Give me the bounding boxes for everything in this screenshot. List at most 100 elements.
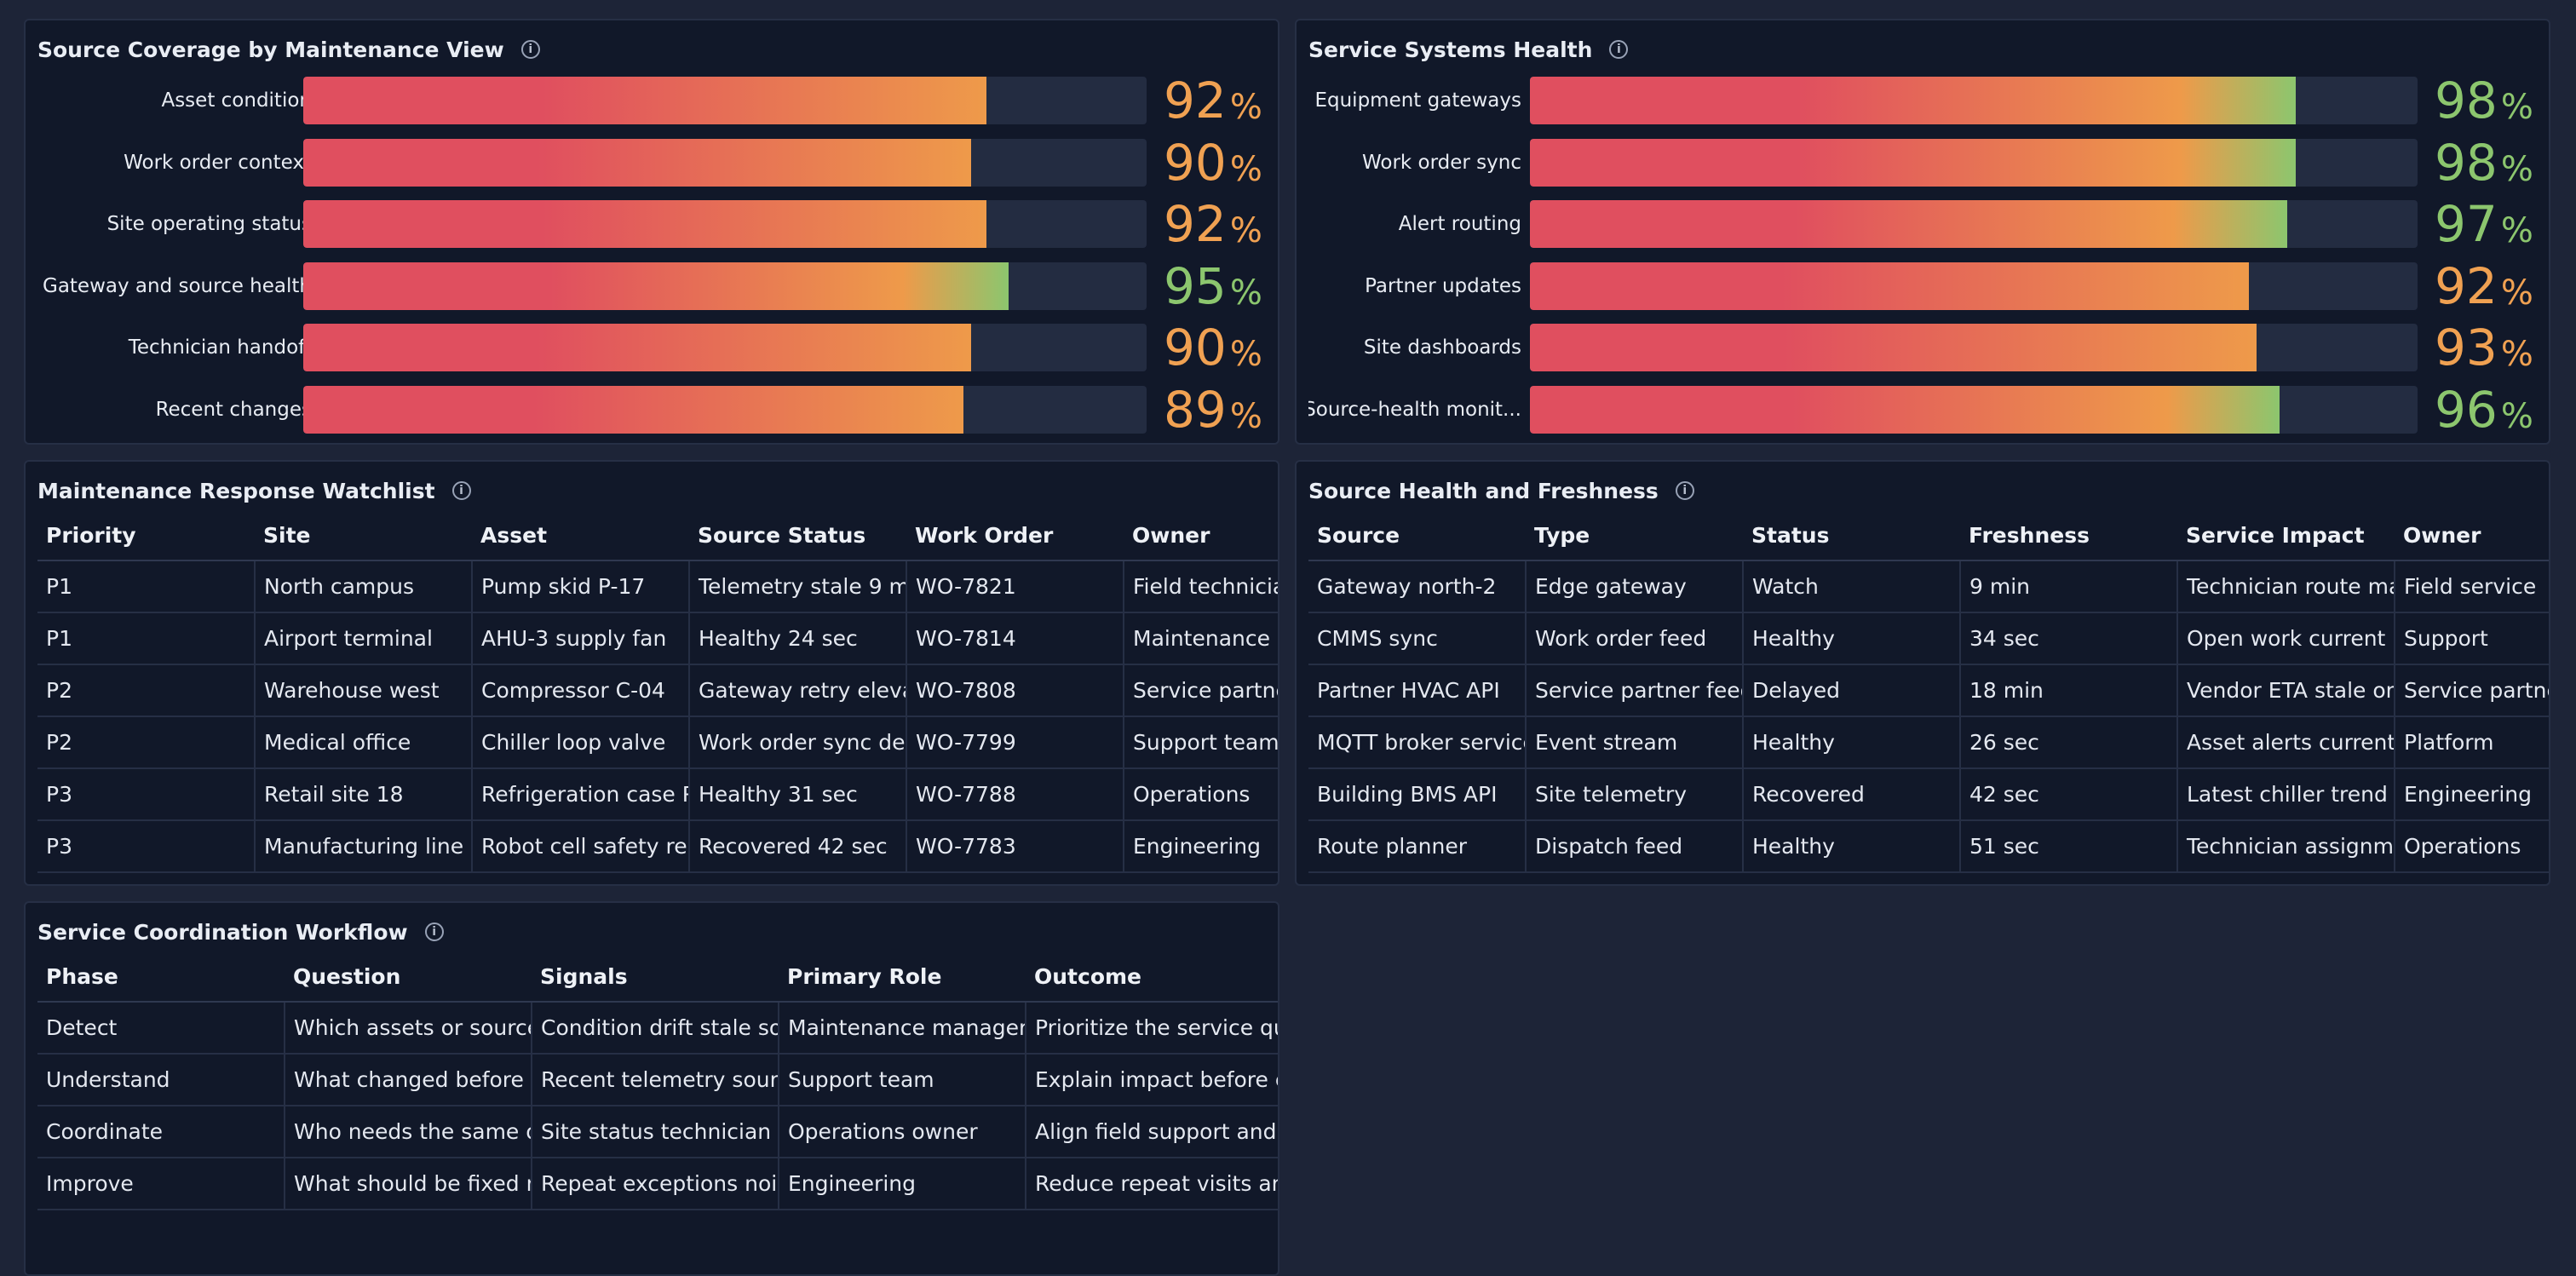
gauge-fill-bar bbox=[303, 138, 972, 187]
table-row[interactable]: Detect Which assets or sources Condition d… bbox=[37, 1002, 1278, 1055]
column-header[interactable]: Status bbox=[1743, 511, 1960, 561]
gauge-value-number: 98 bbox=[2435, 72, 2498, 129]
column-header[interactable]: Site bbox=[255, 511, 472, 561]
gauge-track bbox=[1530, 262, 2418, 310]
table-row[interactable]: Coordinate Who needs the same op Site stat… bbox=[37, 1106, 1278, 1158]
table-row[interactable]: Building BMS API Site telemetry Recovered 4… bbox=[1308, 768, 2549, 821]
table-cell: Support bbox=[2395, 612, 2549, 665]
table-cell: Gateway retry elevated bbox=[689, 664, 907, 717]
table-header-row: Priority Site Asset Source Status Work Order… bbox=[37, 511, 1278, 561]
table-cell: Field service bbox=[2395, 560, 2549, 613]
workflow-title-text: Service Coordination Workflow bbox=[37, 919, 408, 945]
table-cell: Dispatch feed bbox=[1526, 820, 1744, 873]
table-cell: 51 sec bbox=[1960, 820, 2178, 873]
table-row[interactable]: MQTT broker service Event stream Healthy 26… bbox=[1308, 716, 2549, 769]
column-header[interactable]: Owner bbox=[2395, 511, 2549, 561]
gauge-label: Site dashboards bbox=[1363, 336, 1521, 359]
column-header[interactable]: Service Impact bbox=[2177, 511, 2395, 561]
column-header[interactable]: Outcome bbox=[1026, 952, 1278, 1003]
gauge-value-number: 92 bbox=[1164, 72, 1227, 129]
table-header-row: Source Type Status Freshness Service Impact O… bbox=[1308, 511, 2549, 561]
workflow-panel-title: Service Coordination Workflow i bbox=[37, 915, 444, 949]
table-cell: P2 bbox=[37, 716, 256, 769]
table-cell: P1 bbox=[37, 612, 256, 665]
gauge-value-unit: % bbox=[1229, 273, 1262, 313]
table-row[interactable]: P3 Manufacturing line 2 Robot cell safety … bbox=[37, 820, 1278, 873]
gauge-label: Technician handoff bbox=[128, 336, 312, 359]
table-cell: Which assets or sources bbox=[285, 1002, 532, 1055]
table-row[interactable]: Understand What changed before th Recent t… bbox=[37, 1054, 1278, 1106]
table-cell: Service partner bbox=[2395, 664, 2549, 717]
table-cell: Open work current bbox=[2177, 612, 2395, 665]
table-row[interactable]: Partner HVAC API Service partner feed Dela… bbox=[1308, 664, 2549, 717]
table-row[interactable]: Improve What should be fixed ne Repeat exc… bbox=[37, 1158, 1278, 1210]
gauge-label: Work order context bbox=[124, 151, 312, 174]
table-row[interactable]: P1 Airport terminal AHU-3 supply fan Health… bbox=[37, 612, 1278, 665]
table-row[interactable]: P2 Warehouse west Compressor C-04 Gateway r… bbox=[37, 664, 1278, 717]
table-cell: Operations bbox=[2395, 820, 2549, 873]
info-icon[interactable]: i bbox=[424, 923, 444, 941]
column-header[interactable]: Type bbox=[1526, 511, 1743, 561]
table-cell: Engineering bbox=[779, 1158, 1026, 1210]
table-cell: Site telemetry bbox=[1526, 768, 1744, 821]
table-cell: WO-7783 bbox=[906, 820, 1124, 873]
info-icon[interactable]: i bbox=[1609, 40, 1629, 59]
table-cell: WO-7814 bbox=[906, 612, 1124, 665]
table-cell: Chiller loop valve bbox=[472, 716, 690, 769]
table-cell: Condition drift stale sour bbox=[532, 1002, 779, 1055]
table-cell: Refrigeration case R- bbox=[472, 768, 690, 821]
table-row[interactable]: Route planner Dispatch feed Healthy 51 sec T… bbox=[1308, 820, 2549, 873]
table-cell: Edge gateway bbox=[1526, 560, 1744, 613]
gauge-fill-bar bbox=[1530, 138, 2296, 187]
gauge-value-number: 95 bbox=[1164, 256, 1227, 315]
column-header[interactable]: Question bbox=[285, 952, 532, 1003]
gauge-row: Site operating status 92% bbox=[26, 199, 1278, 249]
gauge-row: Site dashboards 93% bbox=[1297, 323, 2549, 372]
table-cell: WO-7821 bbox=[906, 560, 1124, 613]
table-cell: Coordinate bbox=[37, 1106, 285, 1158]
gauge-track bbox=[1530, 324, 2418, 371]
gauge-value: 96% bbox=[2435, 385, 2533, 436]
column-header[interactable]: Phase bbox=[37, 952, 285, 1003]
table-cell: Work order sync delayed bbox=[689, 716, 907, 769]
info-icon[interactable]: i bbox=[451, 481, 471, 500]
table-cell: North campus bbox=[255, 560, 473, 613]
gauge-value: 98% bbox=[2435, 138, 2533, 187]
column-header[interactable]: Work Order bbox=[906, 511, 1124, 561]
column-header[interactable]: Priority bbox=[37, 511, 255, 561]
table-cell: 9 min bbox=[1960, 560, 2178, 613]
gauge-value: 92% bbox=[2435, 262, 2533, 311]
gauge-track bbox=[303, 200, 1147, 248]
column-header[interactable]: Freshness bbox=[1960, 511, 2177, 561]
info-icon[interactable]: i bbox=[1675, 481, 1694, 500]
column-header[interactable]: Owner bbox=[1124, 511, 1278, 561]
gauge-value-unit: % bbox=[2500, 396, 2533, 436]
table-row[interactable]: Gateway north-2 Edge gateway Watch 9 min Tec… bbox=[1308, 560, 2549, 613]
table-row[interactable]: CMMS sync Work order feed Healthy 34 sec Ope… bbox=[1308, 612, 2549, 665]
column-header[interactable]: Primary Role bbox=[779, 952, 1026, 1003]
gauge-track bbox=[1530, 200, 2418, 248]
gauge-value: 93% bbox=[2435, 323, 2533, 372]
table-row[interactable]: P3 Retail site 18 Refrigeration case R- Hea… bbox=[37, 768, 1278, 821]
info-icon[interactable]: i bbox=[520, 40, 540, 59]
gauge-track bbox=[303, 385, 1147, 434]
gauge-value: 90% bbox=[1164, 319, 1262, 376]
gauge-row: Work order context 90% bbox=[26, 138, 1278, 187]
gauge-value-number: 90 bbox=[1164, 319, 1227, 376]
table-cell: Telemetry stale 9 min bbox=[689, 560, 907, 613]
health-title-text: Service Systems Health bbox=[1308, 37, 1593, 62]
column-header[interactable]: Signals bbox=[532, 952, 779, 1003]
table-row[interactable]: P2 Medical office Chiller loop valve Work o… bbox=[37, 716, 1278, 769]
table-cell: MQTT broker service bbox=[1308, 716, 1527, 769]
column-header[interactable]: Source bbox=[1308, 511, 1526, 561]
table-cell: Engineering bbox=[2395, 768, 2549, 821]
column-header[interactable]: Asset bbox=[472, 511, 689, 561]
coverage-title-text: Source Coverage by Maintenance View bbox=[37, 37, 504, 62]
freshness-panel-title: Source Health and Freshness i bbox=[1308, 474, 1694, 508]
table-cell: Watch bbox=[1743, 560, 1961, 613]
table-cell: Healthy bbox=[1743, 820, 1961, 873]
freshness-title-text: Source Health and Freshness bbox=[1308, 478, 1659, 503]
column-header[interactable]: Source Status bbox=[689, 511, 906, 561]
table-cell: Service partner feed bbox=[1526, 664, 1744, 717]
table-row[interactable]: P1 North campus Pump skid P-17 Telemetry st… bbox=[37, 560, 1278, 613]
